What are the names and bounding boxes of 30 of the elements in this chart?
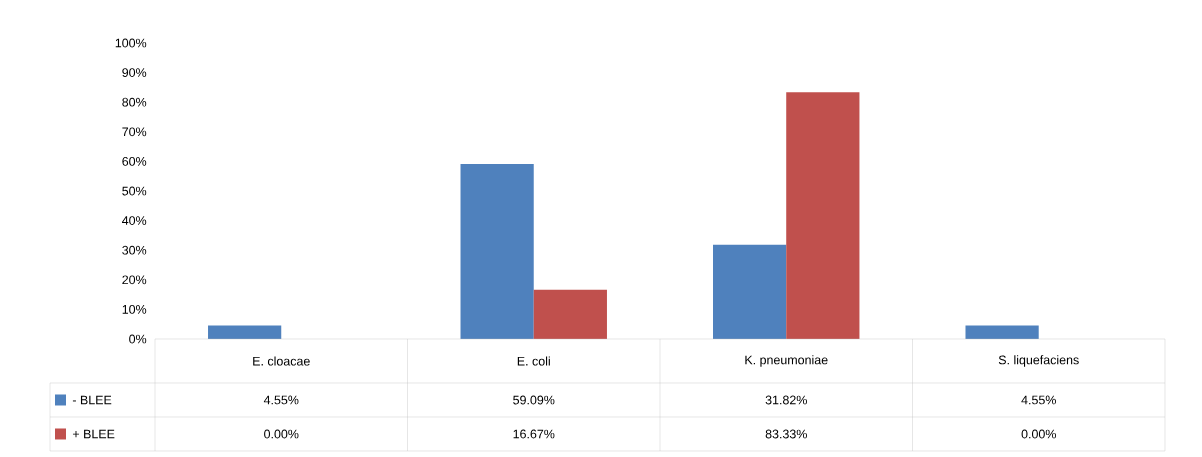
- data-label: 0.00%: [1021, 429, 1056, 439]
- y-tick-label: 60%: [122, 156, 147, 166]
- y-tick-label: 10%: [122, 304, 147, 314]
- data-label: 4.55%: [263, 395, 299, 405]
- y-tick-label: 40%: [122, 216, 147, 225]
- data-label: 31.82%: [765, 395, 807, 405]
- y-tick-label: 0%: [129, 334, 147, 344]
- data-label: 4.55%: [1021, 395, 1056, 405]
- y-tick-label: 100%: [115, 38, 147, 48]
- x-tick-label: S. liquefaciens: [998, 355, 1079, 367]
- data-label: 83.33%: [765, 429, 807, 439]
- data-label: 16.67%: [513, 429, 555, 439]
- bar: [965, 325, 1039, 339]
- y-tick-label: 70%: [122, 127, 147, 137]
- bar: [713, 244, 787, 339]
- data-label: 0.00%: [264, 429, 299, 439]
- y-tick-label: 90%: [122, 68, 147, 77]
- y-tick-label: 80%: [122, 97, 147, 107]
- bar: [533, 289, 607, 339]
- y-tick-label: 50%: [122, 186, 147, 196]
- x-tick-label: K. pneumoniae: [745, 355, 828, 367]
- legend-label: + BLEE: [72, 429, 115, 439]
- x-tick-label: E. cloacae: [253, 356, 310, 366]
- y-tick-label: 20%: [122, 275, 147, 285]
- bar: [460, 164, 534, 339]
- x-tick-label: E. coli: [517, 356, 550, 366]
- bar: [786, 92, 860, 339]
- data-label: 59.09%: [513, 395, 555, 405]
- legend-label: - BLEE: [72, 395, 112, 405]
- y-tick-label: 30%: [122, 245, 147, 255]
